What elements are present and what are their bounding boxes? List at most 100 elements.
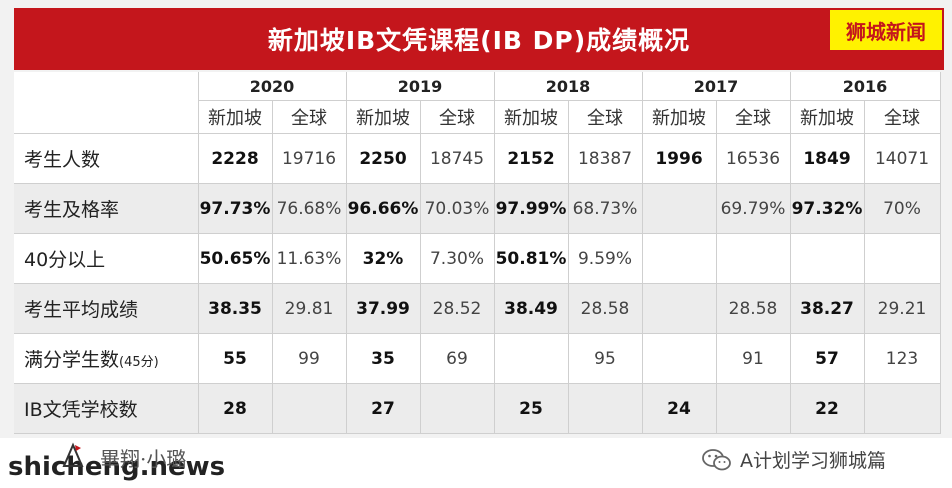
- cell-singapore: [642, 183, 717, 234]
- cell-singapore: 2228: [198, 133, 273, 184]
- row-label: 考生人数: [14, 133, 199, 184]
- cell-global: [716, 233, 791, 284]
- title-banner: 新加坡IB文凭课程(IB DP)成绩概况: [14, 8, 944, 70]
- sub-header-singapore: 新加坡: [198, 100, 273, 134]
- cell-global: 29.81: [272, 283, 347, 334]
- cell-singapore: 32%: [346, 233, 421, 284]
- results-table: 2020 2019 2018 2017 2016 新加坡 全球 新加坡 全球 新…: [14, 72, 941, 434]
- row-label: 考生平均成绩: [14, 283, 199, 334]
- year-header: 2019: [346, 72, 495, 101]
- table-row: IB文凭学校数 28 27 25 24 22: [14, 383, 941, 434]
- cell-global: [864, 383, 941, 434]
- signature-seal: 畢翔·小璐: [100, 447, 187, 471]
- cell-global: 123: [864, 333, 941, 384]
- cell-global: 18387: [568, 133, 643, 184]
- cell-global: [716, 383, 791, 434]
- cell-singapore: 2152: [494, 133, 569, 184]
- sub-header-global: 全球: [272, 100, 347, 134]
- year-header: 2018: [494, 72, 643, 101]
- table-row: 40分以上 50.65% 11.63% 32% 7.30% 50.81% 9.59%: [14, 233, 941, 284]
- cell-global: [568, 383, 643, 434]
- row-label: 40分以上: [14, 233, 199, 284]
- row-label-text: 考生人数: [24, 149, 101, 171]
- cell-global: 16536: [716, 133, 791, 184]
- cell-global: [272, 383, 347, 434]
- cell-singapore: 37.99: [346, 283, 421, 334]
- page-title: 新加坡IB文凭课程(IB DP)成绩概况: [267, 26, 691, 55]
- cell-global: 69.79%: [716, 183, 791, 234]
- year-header-row: 2020 2019 2018 2017 2016: [14, 72, 941, 134]
- cell-global: [420, 383, 495, 434]
- cell-global: 18745: [420, 133, 495, 184]
- row-label: 考生及格率: [14, 183, 199, 234]
- table-body: 考生人数 2228 19716 2250 18745 2152 18387 1996 16536…: [14, 133, 941, 434]
- sub-header-global: 全球: [568, 100, 643, 134]
- cell-singapore: 22: [790, 383, 865, 434]
- cell-singapore: 50.65%: [198, 233, 273, 284]
- wechat-account: A计划学习狮城篇: [702, 446, 886, 473]
- cell-global: 28.52: [420, 283, 495, 334]
- cell-global: 69: [420, 333, 495, 384]
- table-row: 考生平均成绩 38.35 29.81 37.99 28.52 38.49 28.58 28.5…: [14, 283, 941, 334]
- region-header-row: 新加坡 全球 新加坡 全球 新加坡 全球 新加坡 全球 新加坡 全球: [14, 100, 941, 134]
- row-label: IB文凭学校数: [14, 383, 199, 434]
- cell-singapore: 27: [346, 383, 421, 434]
- cell-singapore: 55: [198, 333, 273, 384]
- cell-global: 95: [568, 333, 643, 384]
- sub-header-singapore: 新加坡: [790, 100, 865, 134]
- cell-global: 19716: [272, 133, 347, 184]
- cell-singapore: 38.27: [790, 283, 865, 334]
- cell-singapore: 97.99%: [494, 183, 569, 234]
- cell-global: 91: [716, 333, 791, 384]
- brand-tag: 狮城新闻: [830, 10, 942, 50]
- cell-global: 70%: [864, 183, 941, 234]
- site-watermark: shicheng.news: [8, 452, 226, 482]
- wechat-account-label: A计划学习狮城篇: [740, 450, 886, 472]
- row-label-suffix: (45分): [119, 355, 159, 370]
- cell-singapore: 38.35: [198, 283, 273, 334]
- cell-global: 68.73%: [568, 183, 643, 234]
- cell-singapore: [642, 333, 717, 384]
- cell-singapore: 38.49: [494, 283, 569, 334]
- sub-header-global: 全球: [864, 100, 941, 134]
- wechat-icon: [702, 448, 731, 470]
- row-label-text: 满分学生数: [24, 349, 120, 371]
- cell-singapore: 96.66%: [346, 183, 421, 234]
- cell-singapore: [642, 283, 717, 334]
- cell-singapore: 1849: [790, 133, 865, 184]
- table-row: 考生人数 2228 19716 2250 18745 2152 18387 1996 16536…: [14, 133, 941, 184]
- cell-global: 76.68%: [272, 183, 347, 234]
- cell-global: 99: [272, 333, 347, 384]
- cell-singapore: 1996: [642, 133, 717, 184]
- row-label-text: 40分以上: [24, 249, 106, 271]
- footer: [0, 438, 952, 488]
- row-label-text: 考生平均成绩: [24, 299, 139, 321]
- cell-global: 28.58: [716, 283, 791, 334]
- cell-singapore: 97.32%: [790, 183, 865, 234]
- row-label: 满分学生数(45分): [14, 333, 199, 384]
- cell-singapore: [494, 333, 569, 384]
- cell-singapore: [642, 233, 717, 284]
- cell-global: 70.03%: [420, 183, 495, 234]
- cell-global: 7.30%: [420, 233, 495, 284]
- cell-singapore: 50.81%: [494, 233, 569, 284]
- table-row: 考生及格率 97.73% 76.68% 96.66% 70.03% 97.99% 68.73…: [14, 183, 941, 234]
- year-header: 2020: [198, 72, 347, 101]
- sub-header-singapore: 新加坡: [642, 100, 717, 134]
- cell-singapore: 24: [642, 383, 717, 434]
- year-header: 2017: [642, 72, 791, 101]
- row-label-text: IB文凭学校数: [24, 399, 138, 421]
- corner-cell: [14, 72, 199, 134]
- year-header: 2016: [790, 72, 941, 101]
- cell-global: 14071: [864, 133, 941, 184]
- cell-singapore: 35: [346, 333, 421, 384]
- row-label-text: 考生及格率: [24, 199, 120, 221]
- table-row: 满分学生数(45分) 55 99 35 69 95 91 57 123: [14, 333, 941, 384]
- cell-singapore: 2250: [346, 133, 421, 184]
- cell-singapore: [790, 233, 865, 284]
- cell-global: 28.58: [568, 283, 643, 334]
- cell-global: 11.63%: [272, 233, 347, 284]
- author-logo-icon: [62, 442, 84, 467]
- cell-global: 29.21: [864, 283, 941, 334]
- sub-header-global: 全球: [420, 100, 495, 134]
